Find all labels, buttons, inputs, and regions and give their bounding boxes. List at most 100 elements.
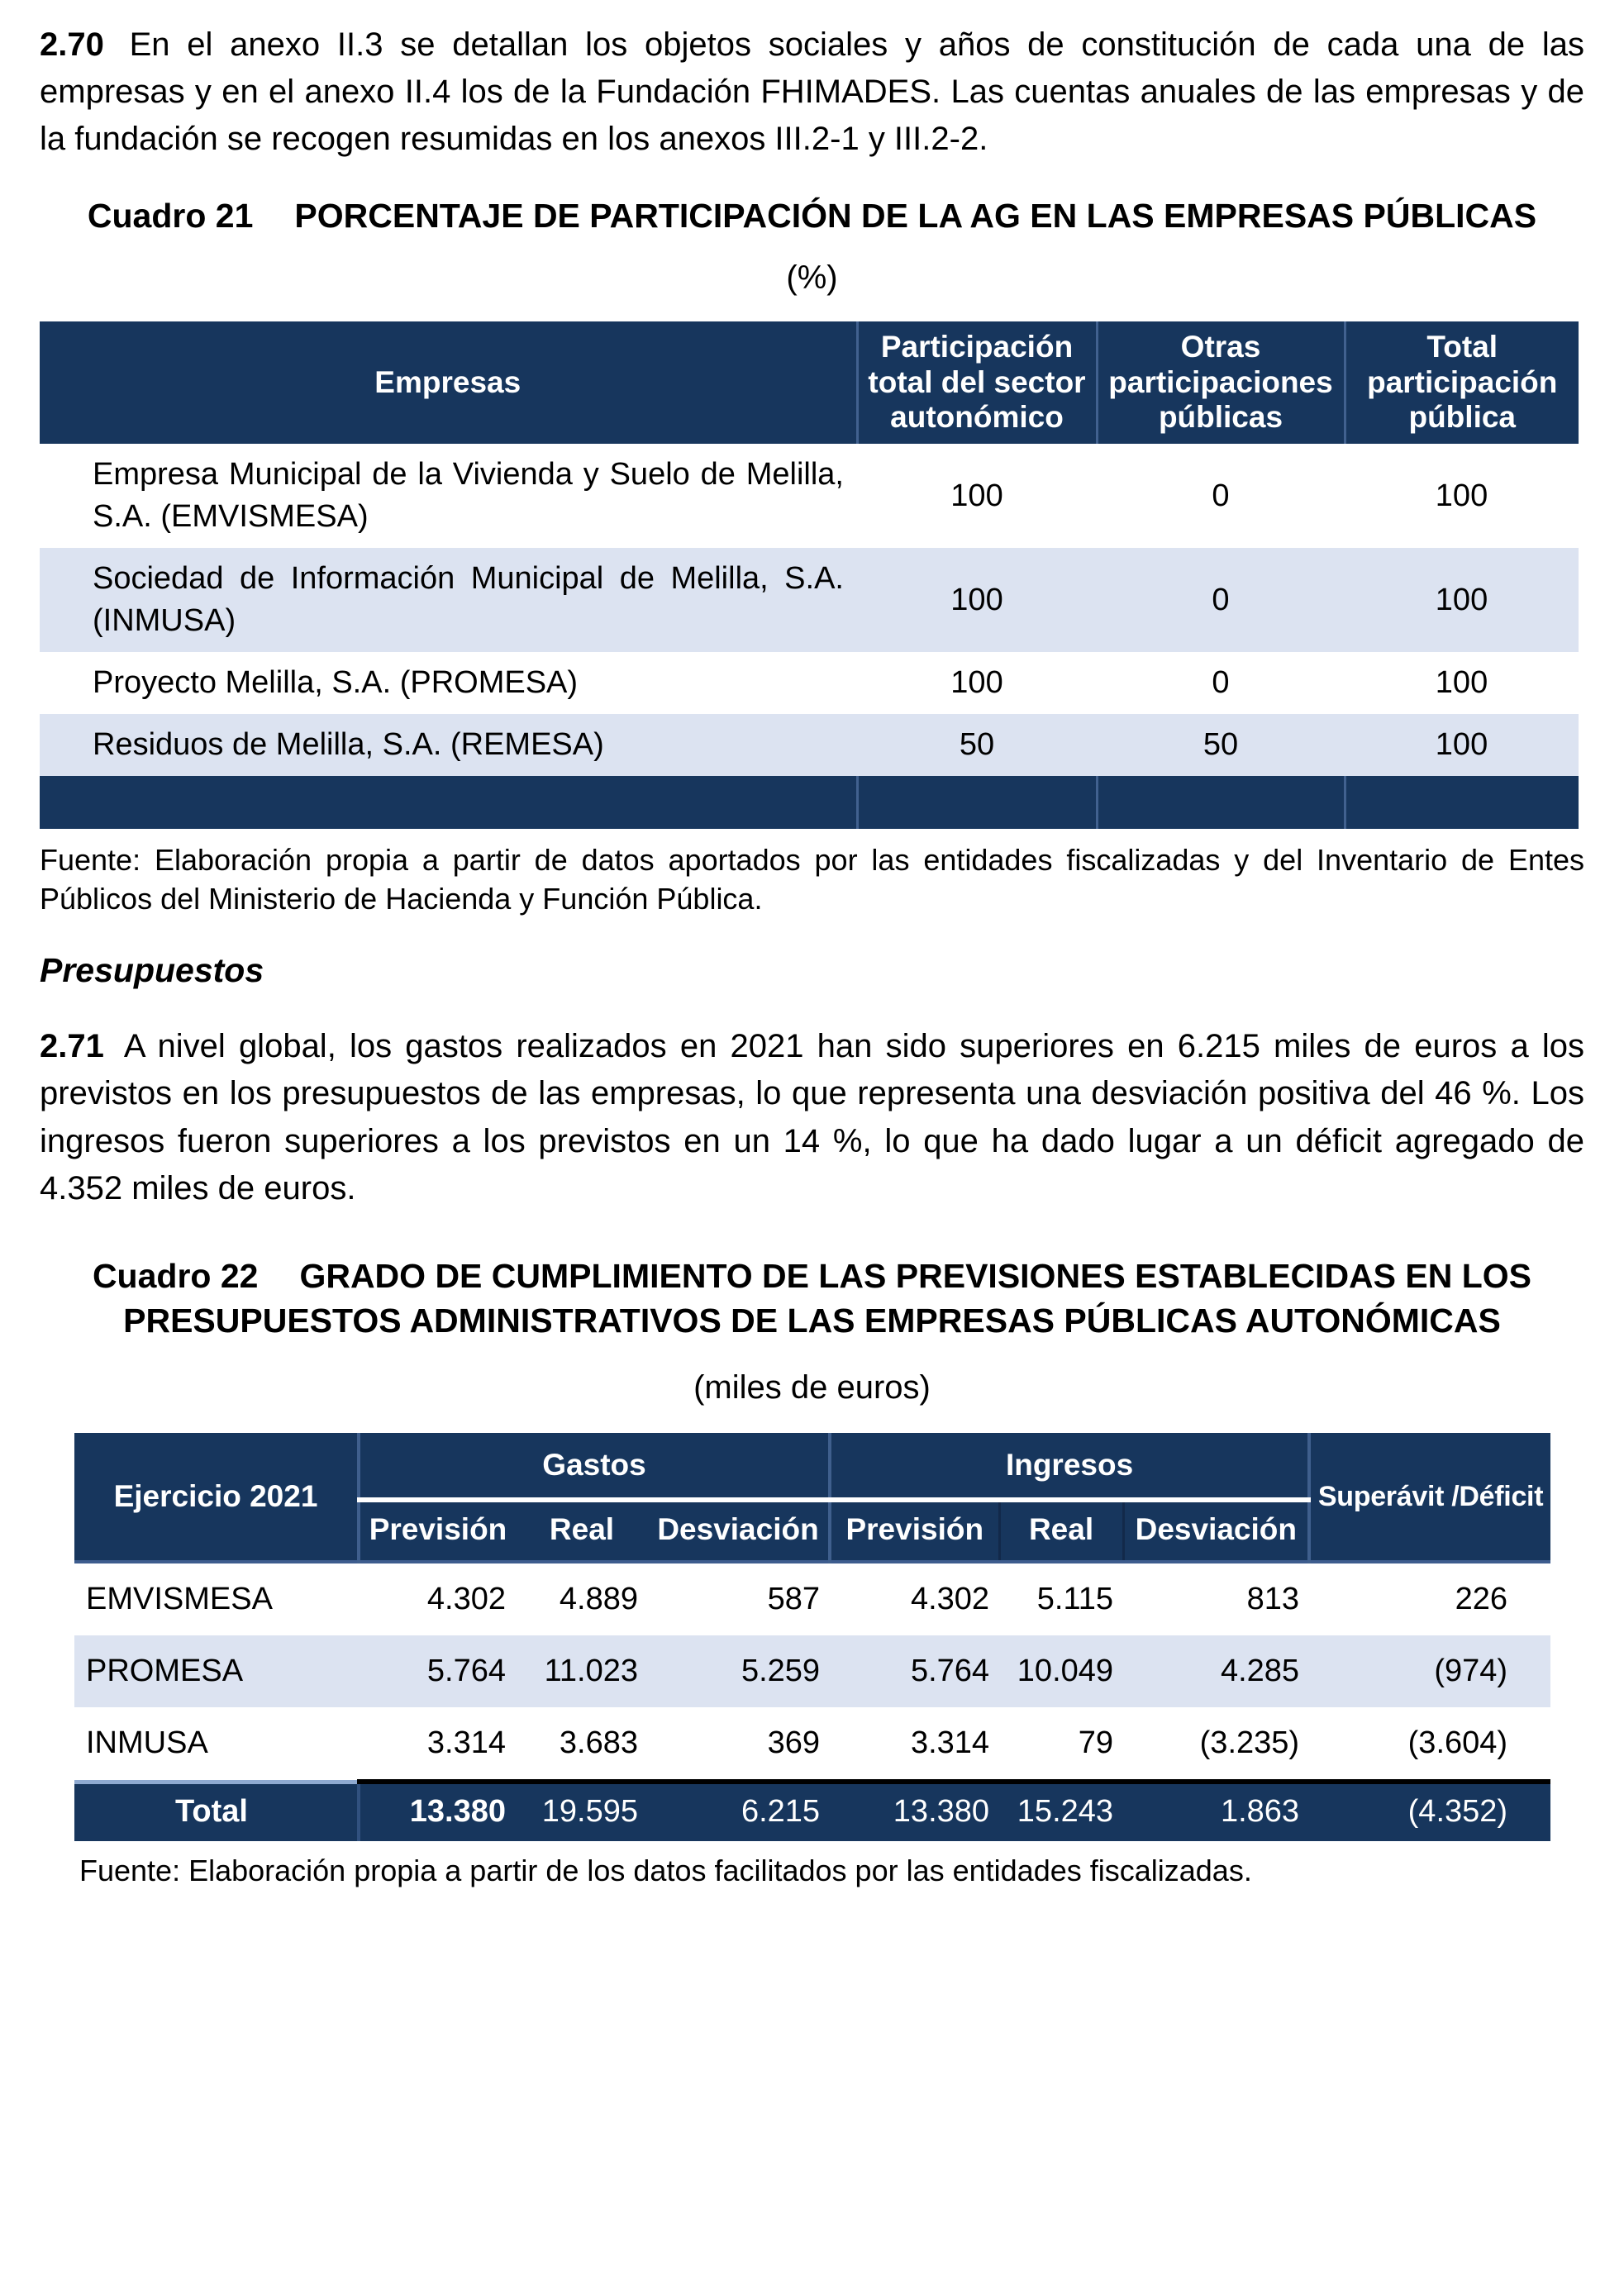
table-row-promesa: PROMESA 5.764 11.023 5.259 5.764 10.049 … (74, 1635, 1551, 1708)
gastos-prevision: 5.764 (359, 1635, 516, 1708)
empresa-name: Residuos de Melilla, S.A. (REMESA) (40, 713, 857, 776)
value-sector-autonomico: 100 (950, 665, 1003, 701)
footer-bar-cell (855, 775, 1097, 829)
subheader-gastos-prevision: Previsión (357, 1500, 516, 1563)
column-header-empresas: Empresas (40, 321, 857, 445)
value-otras-participaciones: 0 (1212, 478, 1230, 513)
superavit-deficit: (974) (1309, 1635, 1551, 1708)
cuadro-22-label: Cuadro 22 (92, 1256, 259, 1295)
value-sector-autonomico: 50 (857, 713, 1097, 776)
ingresos-desviacion: (3.235) (1199, 1725, 1300, 1761)
superavit-deficit: 226 (1455, 1582, 1508, 1617)
paragraph-text: En el anexo II.3 se detallan los objetos… (40, 26, 1584, 158)
subheader-ingresos-real: Real (998, 1500, 1124, 1563)
footer-bar-cell (40, 775, 857, 829)
ingresos-desviacion: 4.285 (1123, 1635, 1310, 1708)
table-row-remesa: Residuos de Melilla, S.A. (REMESA) 50 50… (40, 713, 1579, 776)
empresa-name: Sociedad de Información Municipal de Mel… (40, 548, 857, 653)
footer-bar-cell (1095, 775, 1345, 829)
cuadro-21-unit: (%) (786, 259, 838, 296)
empresa-name: Empresa Municipal de la Vivienda y Suelo… (93, 457, 844, 535)
paragraph-number: 2.71 (40, 1028, 104, 1065)
total-label: Total (74, 1779, 360, 1842)
cuadro-22-table-header: Ejercicio 2021 Gastos Ingresos Superávit… (74, 1433, 1551, 1563)
table-row-promesa: Proyecto Melilla, S.A. (PROMESA) 100 0 1… (40, 652, 1579, 714)
column-header-superavit-deficit: Superávit /Déficit (1307, 1433, 1551, 1563)
gastos-real: 3.683 (559, 1725, 638, 1761)
paragraph-text: A nivel global, los gastos realizados en… (40, 1028, 1585, 1206)
value-otras-participaciones: 0 (1097, 548, 1345, 653)
gastos-real: 4.889 (559, 1582, 638, 1617)
column-header-participacion-sector-autonomico: Participación total del sector autonómic… (855, 321, 1097, 445)
entidad-name: PROMESA (74, 1635, 359, 1708)
section-heading-presupuestos: Presupuestos (40, 951, 264, 990)
subheader-gastos-desviacion: Desviación (648, 1500, 831, 1563)
empresa-name: Proyecto Melilla, S.A. (PROMESA) (93, 665, 579, 701)
cuadro-22-heading: Cuadro 22 GRADO DE CUMPLIMIENTO DE LAS PR… (69, 1254, 1556, 1343)
total-ingresos-desviacion: 1.863 (1123, 1779, 1310, 1842)
table-row-emvismesa: EMVISMESA 4.302 4.889 587 4.302 5.115 81… (74, 1562, 1550, 1635)
column-header-otras-participaciones: Otras participaciones públicas (1095, 321, 1345, 445)
value-sector-autonomico: 100 (950, 478, 1003, 513)
cuadro-22-unit: (miles de euros) (693, 1369, 931, 1406)
cuadro-22-table: Ejercicio 2021 Gastos Ingresos Superávit… (74, 1433, 1551, 1842)
ingresos-real: 5.115 (1036, 1582, 1114, 1617)
table-row-inmusa: INMUSA 3.314 3.683 369 3.314 79 (3.235) … (74, 1707, 1550, 1782)
total-superavit-deficit: (4.352) (1309, 1779, 1551, 1842)
table-row-inmusa: Sociedad de Información Municipal de Mel… (40, 548, 1579, 653)
value-total-participacion: 100 (1435, 665, 1488, 701)
total-gastos-desviacion: 6.215 (648, 1779, 831, 1842)
subheader-ingresos-desviacion: Desviación (1122, 1500, 1310, 1563)
value-total-participacion: 100 (1345, 548, 1579, 653)
column-header-total-participacion: Total participación pública (1343, 321, 1579, 445)
value-total-participacion: 100 (1345, 713, 1579, 776)
superavit-deficit: (3.604) (1407, 1725, 1508, 1761)
ingresos-prevision: 4.302 (910, 1582, 990, 1617)
total-gastos-prevision: 13.380 (359, 1779, 516, 1842)
table-row-emvismesa: Empresa Municipal de la Vivienda y Suelo… (40, 444, 1579, 548)
value-otras-participaciones: 0 (1212, 665, 1230, 701)
ingresos-real: 10.049 (999, 1635, 1124, 1708)
subheader-gastos-real: Real (516, 1500, 648, 1563)
total-ingresos-real: 15.243 (999, 1779, 1124, 1842)
paragraph-2-70: 2.70 En el anexo II.3 se detallan los ob… (40, 21, 1584, 164)
header-row: Empresas Participación total del sector … (40, 321, 1579, 445)
table-row-total: Total 13.380 19.595 6.215 13.380 15.243 … (74, 1779, 1551, 1842)
gastos-desviacion: 5.259 (648, 1635, 831, 1708)
group-header-gastos: Gastos (356, 1433, 831, 1503)
value-otras-participaciones: 50 (1097, 713, 1345, 776)
ingresos-desviacion: 813 (1246, 1582, 1300, 1617)
ingresos-prevision: 3.314 (910, 1725, 990, 1761)
fuente-cuadro-21: Fuente: Elaboración propia a partir de d… (40, 842, 1584, 916)
cuadro-21-table: Empresas Participación total del sector … (40, 321, 1579, 829)
cuadro-21-label: Cuadro 21 (87, 196, 254, 235)
cuadro-22-title: GRADO DE CUMPLIMIENTO DE LAS PREVISIONES… (123, 1256, 1532, 1340)
gastos-desviacion: 587 (767, 1582, 821, 1617)
ingresos-real: 79 (1078, 1725, 1114, 1761)
group-header-ingresos: Ingresos (828, 1433, 1310, 1503)
paragraph-number: 2.70 (40, 26, 104, 63)
table-footer-bar (40, 775, 1579, 829)
total-ingresos-prevision: 13.380 (830, 1779, 1000, 1842)
paragraph-2-71: 2.71 A nivel global, los gastos realizad… (40, 1023, 1584, 1212)
entidad-name: EMVISMESA (86, 1582, 273, 1617)
cuadro-21-title: PORCENTAJE DE PARTICIPACIÓN DE LA AG EN … (294, 196, 1537, 235)
gastos-prevision: 4.302 (426, 1582, 506, 1617)
cuadro-21-heading: Cuadro 21 PORCENTAJE DE PARTICIPACIÓN DE … (60, 193, 1564, 238)
footer-bar-cell (1343, 775, 1579, 829)
gastos-real: 11.023 (516, 1635, 648, 1708)
ingresos-prevision: 5.764 (830, 1635, 1000, 1708)
total-gastos-real: 19.595 (516, 1779, 648, 1842)
fuente-cuadro-22: Fuente: Elaboración propia a partir de l… (79, 1854, 1252, 1888)
gastos-desviacion: 369 (767, 1725, 821, 1761)
header-group-row: Ejercicio 2021 Gastos Ingresos Superávit… (74, 1433, 1551, 1563)
entidad-name: INMUSA (86, 1725, 208, 1761)
subheader-ingresos-prevision: Previsión (828, 1500, 1000, 1563)
gastos-prevision: 3.314 (426, 1725, 506, 1761)
cuadro-21-table-header: Empresas Participación total del sector … (40, 321, 1579, 445)
header-sub-row: Previsión Real Desviación Previsión Real… (74, 1500, 1550, 1563)
value-total-participacion: 100 (1435, 478, 1488, 513)
corner-header-ejercicio-2021: Ejercicio 2021 (74, 1433, 359, 1563)
value-sector-autonomico: 100 (857, 548, 1097, 653)
